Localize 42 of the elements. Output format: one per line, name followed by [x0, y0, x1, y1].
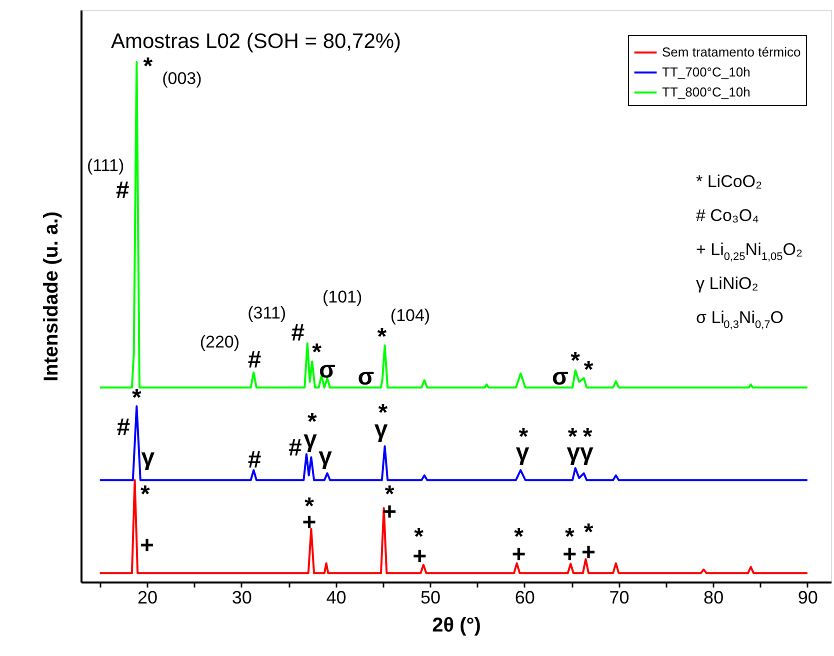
annotation: #: [288, 434, 302, 462]
annotation: +: [302, 509, 316, 536]
annotation: *: [132, 384, 142, 412]
x-tick-label: 20: [138, 588, 158, 608]
annotation: *: [143, 53, 154, 80]
annotation: * LiCoO₂: [696, 172, 762, 191]
x-tick-label: 40: [326, 588, 346, 608]
annotation: +: [512, 540, 526, 568]
x-axis-title: 2θ (°): [432, 614, 481, 636]
annotation: +: [140, 532, 154, 560]
annotation: γ LiNiO₂: [696, 274, 758, 293]
annotation: *: [584, 356, 594, 384]
legend-label: Sem tratamento térmico: [662, 44, 801, 60]
annotation: #: [248, 446, 262, 474]
annotation: #: [116, 414, 130, 442]
x-tick-label: 90: [798, 588, 818, 608]
annotation: (111): [86, 156, 124, 175]
annotation: (220): [200, 332, 240, 352]
legend-label: TT_700°C_10h: [662, 64, 750, 80]
annotation: *: [570, 348, 581, 375]
y-axis-title: Intensidade (u. a.): [40, 211, 62, 382]
annotation: σ: [552, 364, 568, 391]
x-tick-label: 80: [704, 588, 724, 608]
annotation: #: [116, 176, 130, 204]
annotation: (101): [322, 288, 362, 307]
annotation: #: [248, 346, 262, 374]
annotation: *: [140, 481, 150, 508]
annotation: #: [291, 319, 305, 346]
x-tick-label: 30: [232, 588, 252, 608]
annotation: # Co₃O₄: [696, 206, 760, 225]
annotation: (104): [390, 306, 430, 325]
x-tick-label: 60: [514, 588, 535, 608]
chart-title: Amostras L02 (SOH = 80,72%): [111, 30, 402, 53]
annotation: (311): [248, 304, 286, 323]
x-tick-label: 70: [609, 588, 630, 608]
annotation: (003): [162, 69, 202, 88]
x-tick-label: 50: [420, 588, 441, 608]
annotation: γ: [318, 443, 333, 470]
annotation: σ: [358, 364, 374, 391]
legend-label: TT_800°C_10h: [662, 84, 750, 100]
annotation: γ: [141, 444, 156, 472]
annotation: *: [377, 324, 388, 351]
